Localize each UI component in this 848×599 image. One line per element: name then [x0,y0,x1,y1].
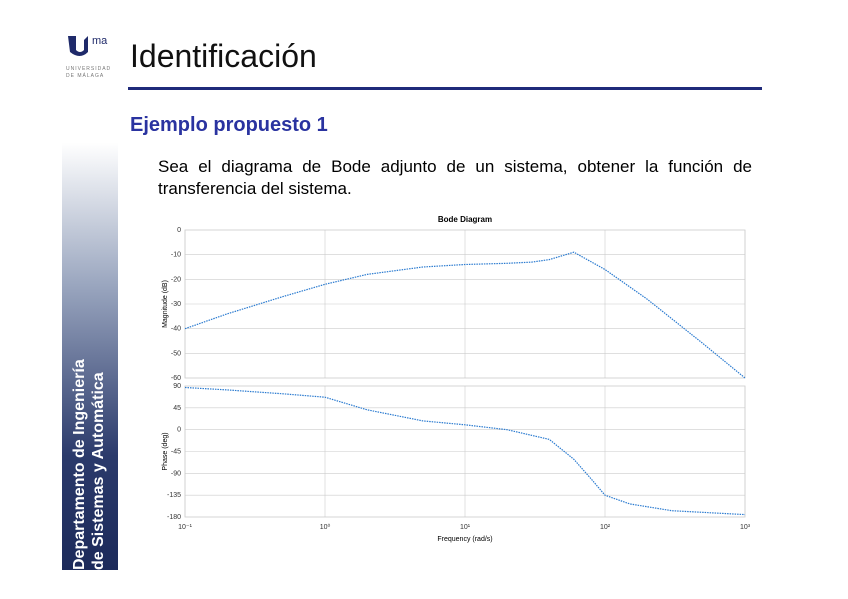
curve [184,386,746,516]
y-tick-label: -90 [171,470,181,477]
y-tick-label: -30 [171,301,181,308]
chart-title: Bode Diagram [438,215,492,224]
logo: ma UNIVERSIDAD DE MÁLAGA [66,35,111,79]
y-axis-label: Magnitude (dB) [162,280,169,328]
university: UNIVERSIDAD [66,66,111,72]
x-tick-label: 10⁻¹ [178,524,192,531]
x-tick-label: 10³ [740,524,751,531]
curve [184,251,746,379]
section-heading: Ejemplo propuesto 1 [130,114,328,136]
y-tick-label: -180 [167,514,181,521]
x-tick-label: 10⁰ [320,523,331,531]
y-tick-label: -45 [171,449,181,456]
y-tick-label: 0 [177,227,181,234]
y-tick-label: 45 [173,405,181,412]
body-text: Sea el diagrama de Bode adjunto de un si… [158,157,752,198]
x-tick-label: 10¹ [460,524,471,531]
y-tick-label: 90 [173,383,181,390]
logo-text: ma [92,35,108,47]
y-tick-label: -10 [171,252,181,259]
title-rule [128,87,762,90]
y-tick-label: -50 [171,350,181,357]
y-tick-label: -135 [167,492,181,499]
y-tick-label: -20 [171,276,181,283]
y-tick-label: -40 [171,326,181,333]
sidebar [62,0,118,570]
y-tick-label: 0 [177,427,181,434]
university: DE MÁLAGA [66,72,104,79]
title: Identificación [130,38,317,74]
y-tick-label: -60 [171,375,181,382]
x-axis-label: Frequency (rad/s) [437,536,492,543]
x-tick-label: 10² [600,524,611,531]
logo-mark [68,36,88,56]
y-axis-label: Phase (deg) [162,432,169,470]
